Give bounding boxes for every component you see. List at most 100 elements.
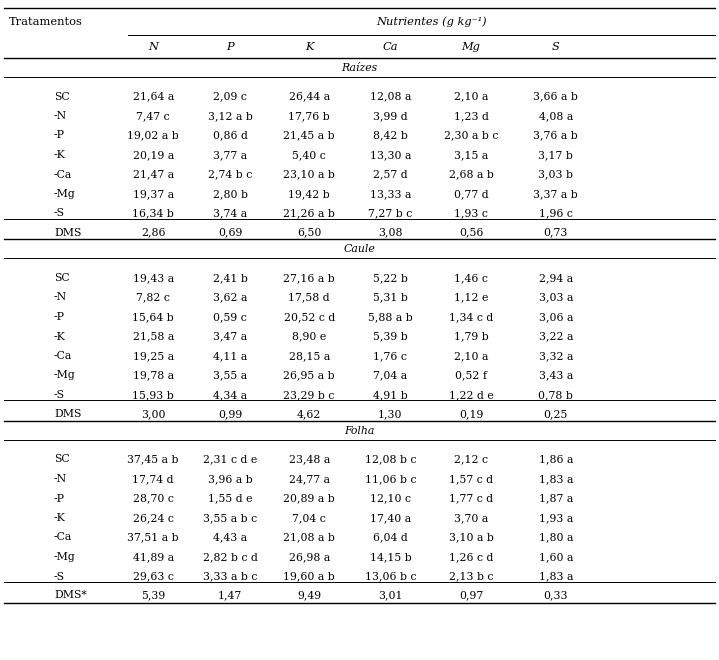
Text: 19,37 a: 19,37 a <box>132 189 174 199</box>
Text: 0,99: 0,99 <box>218 409 242 419</box>
Text: 20,89 a b: 20,89 a b <box>283 494 335 504</box>
Text: 1,46 c: 1,46 c <box>454 273 488 283</box>
Text: 0,77 d: 0,77 d <box>454 189 488 199</box>
Text: 3,08: 3,08 <box>378 228 403 238</box>
Text: 1,55 d e: 1,55 d e <box>208 494 252 504</box>
Text: 3,17 b: 3,17 b <box>539 150 573 160</box>
Text: 19,02 a b: 19,02 a b <box>127 131 179 141</box>
Text: 0,19: 0,19 <box>459 409 483 419</box>
Text: 26,95 a b: 26,95 a b <box>283 370 335 381</box>
Text: 1,96 c: 1,96 c <box>539 209 573 218</box>
Text: Nutrientes (g kg⁻¹): Nutrientes (g kg⁻¹) <box>376 16 487 27</box>
Text: 0,97: 0,97 <box>459 591 483 601</box>
Text: 3,43 a: 3,43 a <box>539 370 573 381</box>
Text: SC: SC <box>54 273 70 283</box>
Text: 3,55 a b c: 3,55 a b c <box>203 513 257 523</box>
Text: 11,06 b c: 11,06 b c <box>365 474 416 484</box>
Text: 21,26 a b: 21,26 a b <box>283 209 335 218</box>
Text: 19,42 b: 19,42 b <box>288 189 330 199</box>
Text: 7,04 c: 7,04 c <box>293 513 326 523</box>
Text: 28,70 c: 28,70 c <box>133 494 173 504</box>
Text: -Ca: -Ca <box>54 170 72 180</box>
Text: 19,60 a b: 19,60 a b <box>283 572 335 581</box>
Text: 1,86 a: 1,86 a <box>539 455 573 465</box>
Text: 3,12 a b: 3,12 a b <box>208 111 252 121</box>
Text: -Ca: -Ca <box>54 533 72 543</box>
Text: 1,26 c d: 1,26 c d <box>449 552 493 562</box>
Text: 23,29 b c: 23,29 b c <box>283 390 335 400</box>
Text: Mg: Mg <box>462 42 480 52</box>
Text: 2,30 a b c: 2,30 a b c <box>444 131 498 141</box>
Text: 13,33 a: 13,33 a <box>370 189 411 199</box>
Text: -S: -S <box>54 572 65 581</box>
Text: -N: -N <box>54 111 67 121</box>
Text: SC: SC <box>54 455 70 465</box>
Text: 2,57 d: 2,57 d <box>373 170 408 180</box>
Text: 19,43 a: 19,43 a <box>132 273 174 283</box>
Text: DMS*: DMS* <box>54 591 87 601</box>
Text: 3,22 a: 3,22 a <box>539 331 573 341</box>
Text: 6,04 d: 6,04 d <box>373 533 408 543</box>
Text: 21,45 a b: 21,45 a b <box>283 131 335 141</box>
Text: 3,32 a: 3,32 a <box>539 351 573 361</box>
Text: 3,00: 3,00 <box>141 409 165 419</box>
Text: 2,94 a: 2,94 a <box>539 273 573 283</box>
Text: 4,11 a: 4,11 a <box>213 351 247 361</box>
Text: 4,62: 4,62 <box>297 409 321 419</box>
Text: 5,39: 5,39 <box>141 591 165 601</box>
Text: 1,76 c: 1,76 c <box>373 351 408 361</box>
Text: 16,34 b: 16,34 b <box>132 209 174 218</box>
Text: DMS: DMS <box>54 228 81 238</box>
Text: 3,76 a b: 3,76 a b <box>533 131 578 141</box>
Text: 3,03 b: 3,03 b <box>539 170 573 180</box>
Text: 4,34 a: 4,34 a <box>213 390 247 400</box>
Text: 3,03 a: 3,03 a <box>539 292 573 302</box>
Text: Folha: Folha <box>344 426 375 436</box>
Text: 1,80 a: 1,80 a <box>539 533 573 543</box>
Text: 4,08 a: 4,08 a <box>539 111 573 121</box>
Text: 5,40 c: 5,40 c <box>293 150 326 160</box>
Text: 1,93 a: 1,93 a <box>539 513 573 523</box>
Text: 2,82 b c d: 2,82 b c d <box>203 552 257 562</box>
Text: 5,22 b: 5,22 b <box>373 273 408 283</box>
Text: 1,12 e: 1,12 e <box>454 292 488 302</box>
Text: -P: -P <box>54 312 65 322</box>
Text: -N: -N <box>54 292 67 302</box>
Text: 2,86: 2,86 <box>141 228 165 238</box>
Text: 13,06 b c: 13,06 b c <box>365 572 416 581</box>
Text: 3,37 a b: 3,37 a b <box>533 189 578 199</box>
Text: 8,42 b: 8,42 b <box>373 131 408 141</box>
Text: 20,52 c d: 20,52 c d <box>283 312 335 322</box>
Text: 0,52 f: 0,52 f <box>455 370 487 381</box>
Text: 1,83 a: 1,83 a <box>539 474 573 484</box>
Text: 1,60 a: 1,60 a <box>539 552 573 562</box>
Text: 17,58 d: 17,58 d <box>288 292 330 302</box>
Text: 7,82 c: 7,82 c <box>136 292 170 302</box>
Text: 2,13 b c: 2,13 b c <box>449 572 493 581</box>
Text: 26,98 a: 26,98 a <box>288 552 330 562</box>
Text: 21,58 a: 21,58 a <box>132 331 174 341</box>
Text: 7,27 b c: 7,27 b c <box>368 209 413 218</box>
Text: 8,90 e: 8,90 e <box>292 331 326 341</box>
Text: 0,56: 0,56 <box>459 228 483 238</box>
Text: N: N <box>148 42 158 52</box>
Text: 3,62 a: 3,62 a <box>213 292 247 302</box>
Text: -N: -N <box>54 474 67 484</box>
Text: 0,69: 0,69 <box>218 228 242 238</box>
Text: 1,30: 1,30 <box>378 409 403 419</box>
Text: 17,74 d: 17,74 d <box>132 474 174 484</box>
Text: 3,66 a b: 3,66 a b <box>533 92 578 102</box>
Text: -Mg: -Mg <box>54 189 75 199</box>
Text: 2,68 a b: 2,68 a b <box>449 170 493 180</box>
Text: 0,86 d: 0,86 d <box>213 131 247 141</box>
Text: 2,09 c: 2,09 c <box>213 92 247 102</box>
Text: 21,08 a b: 21,08 a b <box>283 533 335 543</box>
Text: 23,10 a b: 23,10 a b <box>283 170 335 180</box>
Text: 27,16 a b: 27,16 a b <box>283 273 335 283</box>
Text: 2,10 a: 2,10 a <box>454 351 488 361</box>
Text: 0,59 c: 0,59 c <box>214 312 247 322</box>
Text: 20,19 a: 20,19 a <box>132 150 174 160</box>
Text: 3,55 a: 3,55 a <box>213 370 247 381</box>
Text: 28,15 a: 28,15 a <box>288 351 330 361</box>
Text: 1,77 c d: 1,77 c d <box>449 494 493 504</box>
